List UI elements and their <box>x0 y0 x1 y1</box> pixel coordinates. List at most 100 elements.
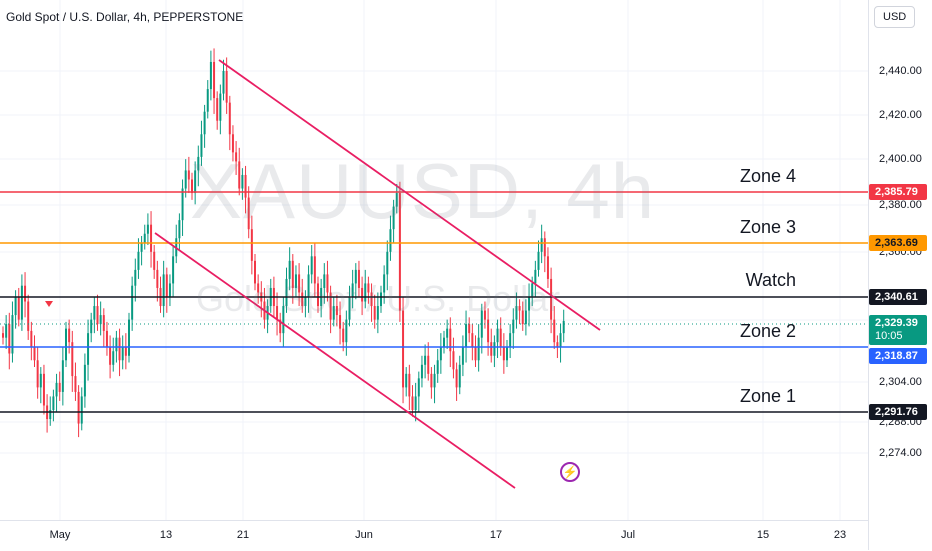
candle-body <box>483 310 486 320</box>
candle-body <box>77 391 80 424</box>
candle-body <box>74 376 77 392</box>
candle-body <box>222 71 225 94</box>
candle-body <box>490 342 493 356</box>
candle-body <box>285 278 288 307</box>
candle-body <box>411 396 414 410</box>
candle-body <box>458 364 461 388</box>
candle-body <box>461 346 464 365</box>
candle-body <box>187 170 190 180</box>
candle-body <box>61 360 64 392</box>
candle-body <box>342 328 345 343</box>
candle-body <box>477 337 480 361</box>
candle-body <box>354 269 357 284</box>
candle-body <box>96 306 99 325</box>
candle-body <box>446 328 449 338</box>
candle-body <box>206 89 209 112</box>
candle-body <box>408 373 411 397</box>
price-chart[interactable] <box>0 0 868 520</box>
candle-body <box>439 346 442 361</box>
zone-1-label: Zone 1 <box>739 386 796 406</box>
y-tick: 2,274.00 <box>879 447 922 459</box>
candle-body <box>231 134 234 153</box>
candle-body <box>115 337 118 352</box>
candle-body <box>398 193 401 311</box>
candle-body <box>109 346 112 365</box>
candle-body <box>550 278 553 320</box>
current-price: 2,329.39 <box>875 317 918 329</box>
candle-body <box>329 292 332 320</box>
candle-body <box>455 369 458 388</box>
candle-body <box>380 292 382 307</box>
current-price-tag: 2,329.39 10:05 <box>869 315 927 345</box>
candle-body <box>143 233 146 243</box>
candle-body <box>52 396 55 410</box>
candle-body <box>238 161 241 189</box>
candle-body <box>118 337 121 361</box>
candle-body <box>137 251 140 270</box>
candle-body <box>156 269 159 288</box>
candle-body <box>487 319 490 343</box>
candle-body <box>140 242 143 252</box>
candle-body <box>395 193 398 207</box>
chart-area[interactable]: XAUUSD, 4h Gold Spot / U.S. Dollar Gold … <box>0 0 868 520</box>
candle-body <box>150 224 153 252</box>
candle-body <box>121 346 124 361</box>
candle-body <box>194 170 197 194</box>
candle-body <box>20 285 23 320</box>
candle-body <box>168 283 171 297</box>
candle-body <box>332 306 335 320</box>
candle-body <box>386 251 389 275</box>
channel-lower-line <box>154 232 516 489</box>
candle-body <box>335 306 338 316</box>
candle-body <box>250 229 253 261</box>
candle-body <box>225 71 228 103</box>
candle-body <box>540 238 543 252</box>
candle-body <box>521 310 524 325</box>
time-axis[interactable]: May 13 21 Jun 17 Jul 15 23 <box>0 520 868 551</box>
candle-body <box>559 333 562 347</box>
marker-arrow <box>45 301 53 307</box>
candle-body <box>247 197 250 230</box>
candle-body <box>310 256 313 275</box>
x-tick: 21 <box>236 529 250 541</box>
candle-body <box>515 306 518 320</box>
candle-body <box>562 320 565 334</box>
candle-body <box>197 156 200 171</box>
y-tick: 2,440.00 <box>879 65 922 77</box>
candle-body <box>317 283 319 307</box>
candle-body <box>288 260 291 279</box>
candle-body <box>172 256 175 284</box>
currency-button[interactable]: USD <box>874 6 916 28</box>
candle-body <box>512 319 515 334</box>
candle-body <box>244 174 247 198</box>
candle-body <box>357 269 360 288</box>
lightning-icon[interactable]: ⚡ <box>560 462 580 482</box>
candle-body <box>433 373 436 388</box>
candle-body <box>131 285 134 320</box>
candle-body <box>534 269 537 284</box>
y-tick: 2,420.00 <box>879 109 922 121</box>
candle-body <box>531 283 534 297</box>
candle-body <box>339 315 342 329</box>
candle-body <box>178 220 181 239</box>
candle-body <box>389 229 392 252</box>
candle-body <box>294 274 297 288</box>
zone-1-price-tag: 2,291.76 <box>869 404 927 420</box>
y-tick: 2,400.00 <box>879 153 922 165</box>
y-tick: 2,380.00 <box>879 199 922 211</box>
price-axis[interactable]: 2,440.00 2,420.00 2,400.00 2,380.00 2,36… <box>868 0 932 550</box>
candle-body <box>543 238 546 257</box>
candle-body <box>80 396 83 424</box>
x-tick: Jul <box>620 529 636 541</box>
candle-body <box>254 260 256 284</box>
candle-body <box>528 297 531 311</box>
candle-body <box>430 373 433 388</box>
candle-body <box>241 174 244 189</box>
candle-body <box>304 297 307 307</box>
candle-body <box>11 315 14 354</box>
candle-body <box>471 333 474 347</box>
candle-body <box>546 256 549 279</box>
candle-body <box>87 333 90 365</box>
candle-body <box>42 373 45 406</box>
candle-body <box>83 364 86 397</box>
